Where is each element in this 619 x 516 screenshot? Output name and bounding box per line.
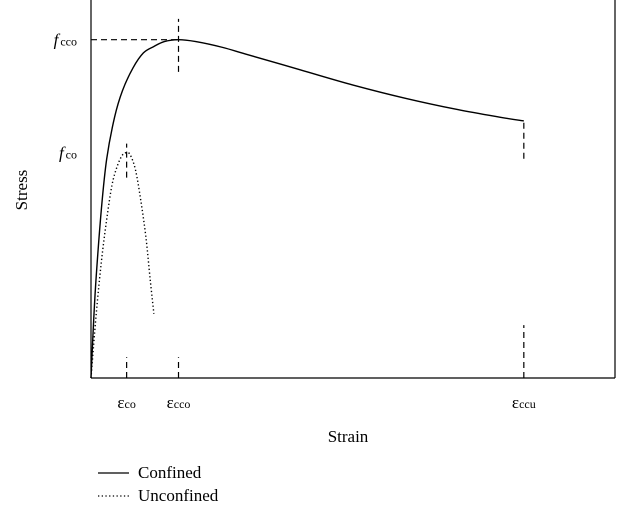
x-tick-label-ccu: εccu [512, 393, 536, 412]
x-axis-title: Strain [328, 427, 369, 446]
tick-labels: εco εcco εccu f cco f co [54, 31, 536, 412]
y-tick-label-cco: f cco [54, 31, 77, 50]
x-tick-label-co: εco [117, 393, 135, 412]
y-axis-title: Stress [12, 170, 31, 211]
legend-label-confined: Confined [138, 463, 202, 482]
series-layer [90, 38, 524, 379]
plot-frame [90, 0, 616, 379]
legend-label-unconfined: Unconfined [138, 486, 219, 505]
x-tick-label-cco: εcco [167, 393, 191, 412]
series-line-unconfined [90, 151, 155, 379]
reference-lines [91, 18, 525, 378]
series-line-confined [90, 38, 524, 379]
legend: Confined Unconfined [98, 463, 219, 505]
y-tick-label-co: f co [59, 144, 77, 163]
